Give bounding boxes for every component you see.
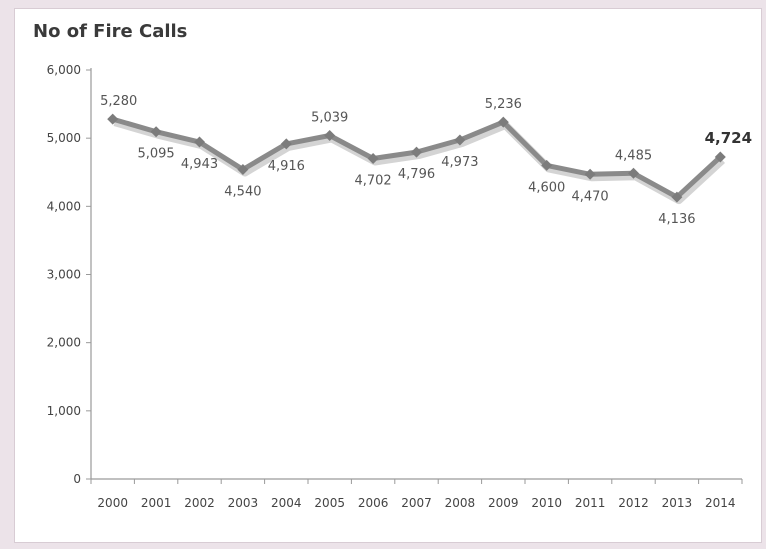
x-tick-label: 2001 xyxy=(141,496,172,510)
data-label: 5,236 xyxy=(485,97,522,112)
y-tick-label: 3,000 xyxy=(47,268,81,282)
chart-frame: No of Fire Calls 0 1,000 2,000 3,000 4,000 5,… xyxy=(14,8,762,543)
data-points xyxy=(107,113,726,203)
data-label: 5,039 xyxy=(311,111,348,126)
y-tick-label: 6,000 xyxy=(47,63,81,77)
y-tick-label: 1,000 xyxy=(47,404,81,418)
x-tick-label: 2007 xyxy=(401,496,432,510)
data-label: 4,796 xyxy=(398,167,435,182)
data-point xyxy=(454,134,466,146)
data-point xyxy=(194,136,205,148)
x-axis-ticks: 2000 2001 2002 2003 2004 2005 2006 2007 2008 2009… xyxy=(90,479,743,510)
data-point xyxy=(541,159,553,171)
y-tick-label: 0 xyxy=(73,472,81,486)
x-tick-label: 2002 xyxy=(184,496,215,510)
data-point xyxy=(497,116,509,128)
data-label: 4,600 xyxy=(528,180,565,195)
data-labels: 5,280 5,095 4,943 4,540 4,916 5,039 4,702 4,796… xyxy=(100,94,752,227)
data-point xyxy=(584,168,596,180)
chart-title: No of Fire Calls xyxy=(33,21,188,42)
data-label: 4,973 xyxy=(441,155,478,170)
data-label: 5,280 xyxy=(100,94,137,109)
x-tick-label: 2009 xyxy=(488,496,519,510)
axes xyxy=(90,68,742,480)
data-point xyxy=(107,113,119,125)
data-point xyxy=(671,191,683,203)
y-tick-label: 2,000 xyxy=(47,336,81,350)
data-label: 5,095 xyxy=(137,147,174,162)
x-tick-label: 2008 xyxy=(445,496,476,510)
data-label: 4,702 xyxy=(354,173,391,188)
data-point xyxy=(411,146,422,158)
data-label: 4,136 xyxy=(658,212,695,227)
x-tick-label: 2005 xyxy=(314,496,345,510)
x-tick-label: 2013 xyxy=(662,496,693,510)
data-label: 4,470 xyxy=(571,189,608,204)
data-point xyxy=(367,152,379,164)
x-tick-label: 2014 xyxy=(705,496,736,510)
x-tick-label: 2011 xyxy=(575,496,606,510)
data-label: 4,724 xyxy=(705,129,752,147)
x-tick-label: 2000 xyxy=(97,496,128,510)
data-point xyxy=(628,167,639,179)
x-tick-label: 2006 xyxy=(358,496,389,510)
data-label: 4,916 xyxy=(268,159,305,174)
data-label: 4,943 xyxy=(181,157,218,172)
line-chart: 0 1,000 2,000 3,000 4,000 5,000 6,000 2000 2001… xyxy=(47,63,752,510)
x-tick-label: 2003 xyxy=(228,496,259,510)
data-point xyxy=(714,151,726,163)
x-tick-label: 2004 xyxy=(271,496,302,510)
data-point xyxy=(280,138,292,150)
data-point xyxy=(237,164,249,176)
x-tick-label: 2010 xyxy=(531,496,562,510)
x-tick-label: 2012 xyxy=(618,496,649,510)
y-tick-label: 4,000 xyxy=(47,199,81,213)
data-label: 4,540 xyxy=(224,185,261,200)
data-point xyxy=(324,130,336,142)
y-axis-ticks: 0 1,000 2,000 3,000 4,000 5,000 6,000 xyxy=(47,63,91,486)
data-label: 4,485 xyxy=(615,148,652,163)
y-tick-label: 5,000 xyxy=(47,131,81,145)
